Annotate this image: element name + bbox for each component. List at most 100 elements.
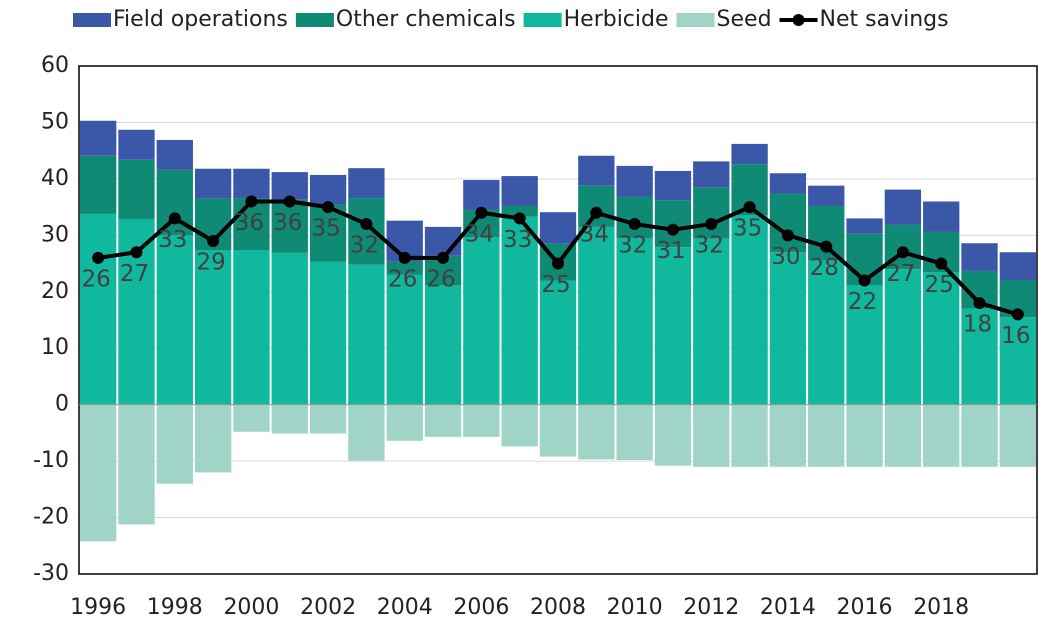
bar-segment	[846, 218, 883, 234]
data-label: 34	[580, 221, 609, 247]
data-label: 35	[733, 216, 762, 242]
data-label: 33	[503, 227, 532, 253]
bar-segment	[654, 404, 692, 466]
x-tick-label: 2018	[913, 595, 969, 620]
line-marker	[513, 212, 526, 225]
plot-frame	[78, 65, 1038, 575]
data-label: 26	[388, 266, 417, 292]
y-tick-label: -20	[33, 505, 69, 530]
y-tick-label: 60	[41, 53, 69, 78]
bar-segment	[884, 189, 922, 225]
x-tick-label: 2000	[223, 595, 279, 620]
bar-segment	[424, 285, 462, 405]
line-marker	[628, 218, 641, 231]
line-marker	[705, 218, 718, 231]
bar-segment	[616, 238, 653, 405]
bar-segment	[424, 404, 462, 437]
bar-segment	[539, 404, 577, 457]
line-marker	[743, 201, 756, 214]
bar-segment	[884, 269, 922, 405]
data-label: 32	[350, 233, 379, 259]
data-label: 36	[273, 210, 302, 236]
bar-segment	[769, 173, 807, 194]
bar-segment	[578, 155, 615, 186]
line-marker	[973, 297, 986, 310]
bar-segment	[539, 280, 577, 405]
data-label: 16	[1001, 323, 1030, 349]
x-tick-label: 2012	[683, 595, 739, 620]
bar-segment	[348, 264, 385, 405]
bar-segment	[271, 199, 308, 253]
bar-segment	[386, 274, 423, 405]
bar-segment	[616, 196, 653, 239]
bar-segment	[348, 198, 385, 265]
bar-segment	[616, 404, 653, 460]
legend-label: Other chemicals	[336, 7, 516, 32]
legend-label: Herbicide	[564, 7, 669, 32]
bar-segment	[309, 404, 347, 434]
x-tick-label: 1998	[147, 595, 203, 620]
data-label: 34	[465, 221, 494, 247]
bar-segment	[156, 235, 193, 405]
bar-segment	[884, 404, 922, 467]
data-label: 27	[120, 261, 149, 287]
bar-segment	[808, 185, 845, 206]
line-marker	[781, 229, 794, 242]
bar-segment	[80, 155, 117, 214]
bar-segment	[463, 180, 500, 210]
bar-segment	[80, 120, 117, 156]
bar-segment	[923, 201, 960, 232]
bar-segment	[961, 243, 998, 271]
y-tick-label: 20	[41, 279, 69, 304]
line-marker	[896, 246, 909, 259]
bar-segment	[654, 247, 692, 405]
bar-segment	[80, 404, 117, 542]
legend-label: Seed	[717, 7, 772, 32]
data-label: 25	[925, 272, 954, 298]
bar-segment	[808, 404, 845, 467]
y-tick-label: 0	[55, 392, 69, 417]
x-tick-label: 2008	[530, 595, 586, 620]
x-tick-label: 2006	[453, 595, 509, 620]
bar-segment	[309, 174, 347, 205]
data-label: 18	[963, 312, 992, 338]
bar-segment	[693, 238, 730, 405]
data-label: 30	[771, 244, 800, 270]
line-marker	[666, 223, 679, 236]
bar-segment	[501, 216, 538, 405]
bar-segment	[578, 404, 615, 460]
bar-segment	[463, 237, 500, 405]
bar-segment	[961, 308, 998, 405]
y-tick-label: 10	[41, 335, 69, 360]
legend-label: Net savings	[820, 7, 949, 32]
bar-segment	[463, 404, 500, 437]
line-marker	[820, 240, 833, 253]
data-label: 25	[541, 272, 570, 298]
line-marker	[437, 251, 450, 264]
data-label: 36	[235, 210, 264, 236]
bar-segment	[271, 172, 308, 200]
line-marker	[398, 251, 411, 264]
bar-segment	[539, 212, 577, 244]
bar-segment	[923, 404, 960, 467]
x-tick-label: 2004	[377, 595, 433, 620]
bar-segment	[923, 272, 960, 405]
bar-segment	[118, 129, 155, 160]
data-label: 32	[695, 233, 724, 259]
bar-segment	[233, 404, 270, 432]
bar-segment	[233, 168, 270, 199]
legend-label: Field operations	[113, 7, 288, 32]
bar-segment	[501, 404, 538, 447]
x-tick-label: 2002	[300, 595, 356, 620]
line-marker	[360, 218, 373, 231]
bar-segment	[348, 404, 385, 461]
data-label: 27	[886, 261, 915, 287]
bar-segment	[731, 143, 768, 165]
bar-segment	[693, 404, 730, 467]
bar-segment	[386, 261, 423, 275]
bar-segment	[233, 250, 270, 405]
bar-segment	[693, 161, 730, 188]
bar-segment	[731, 215, 768, 405]
bar-segment	[118, 159, 155, 219]
data-label: 32	[618, 233, 647, 259]
